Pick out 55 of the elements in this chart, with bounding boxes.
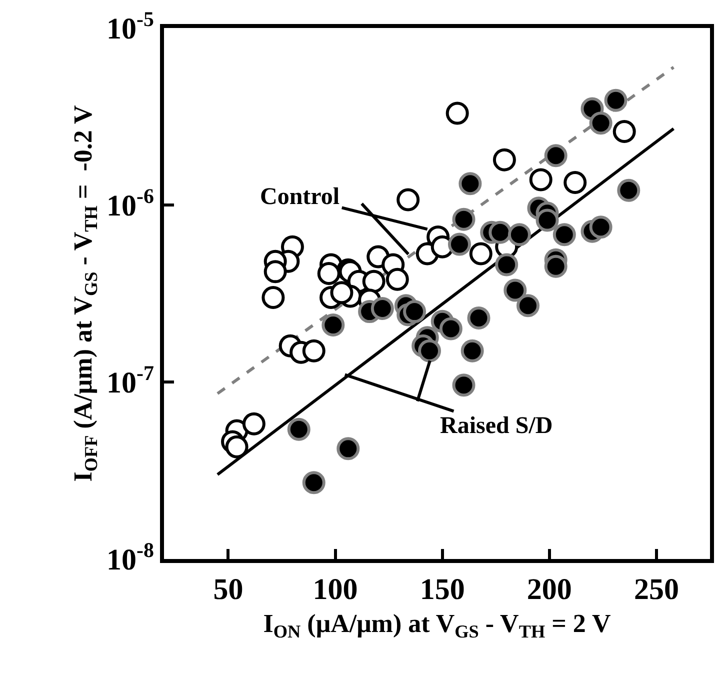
point xyxy=(418,339,442,362)
point xyxy=(544,254,568,278)
point xyxy=(396,188,420,212)
point xyxy=(612,120,636,144)
point xyxy=(589,216,612,239)
point xyxy=(287,418,310,441)
point xyxy=(516,294,540,318)
point xyxy=(448,232,471,256)
x-tick-label: 200 xyxy=(526,573,572,606)
point xyxy=(552,223,576,246)
y-tick-label: 10$^{-8}$ xyxy=(106,538,154,576)
x-tick-label: 250 xyxy=(634,573,679,606)
point xyxy=(564,171,587,194)
point xyxy=(452,374,476,397)
point xyxy=(446,102,469,125)
point xyxy=(302,339,326,362)
x-axis-title: I$_{ON}$ (μA/μm) at V$_{GS}$ - V$_{TH}$ = 2 V xyxy=(263,609,611,642)
x-tick-label: 100 xyxy=(312,573,358,606)
point xyxy=(322,313,345,336)
point xyxy=(264,260,287,284)
y-tick-label: 10$^{-5}$ xyxy=(106,6,154,46)
y-tick-label: 10$^{-6}$ xyxy=(106,184,154,222)
point xyxy=(336,437,360,460)
point xyxy=(386,268,409,291)
point xyxy=(403,300,426,324)
point xyxy=(317,262,340,286)
point xyxy=(452,208,476,231)
point xyxy=(302,471,326,494)
point xyxy=(458,172,482,196)
y-tick-label: 10$^{-7}$ xyxy=(106,360,154,400)
point xyxy=(508,223,531,246)
point xyxy=(529,168,552,192)
point xyxy=(330,281,354,304)
annotation: Raised S/D xyxy=(440,413,553,439)
annotation: Control xyxy=(260,184,340,210)
point xyxy=(488,220,512,244)
point xyxy=(370,297,394,320)
point xyxy=(544,144,568,168)
point xyxy=(467,306,490,330)
point xyxy=(460,339,484,362)
point xyxy=(617,178,640,202)
point xyxy=(604,88,628,112)
point xyxy=(504,278,527,302)
point xyxy=(495,253,518,276)
point xyxy=(536,208,559,232)
point xyxy=(262,286,285,310)
point xyxy=(439,317,462,340)
x-tick-label: 150 xyxy=(420,573,465,606)
point xyxy=(492,148,516,172)
point xyxy=(469,242,492,266)
point xyxy=(589,112,612,135)
point xyxy=(362,270,386,293)
x-tick-label: 50 xyxy=(213,573,244,606)
point xyxy=(242,412,266,436)
point xyxy=(225,435,248,458)
